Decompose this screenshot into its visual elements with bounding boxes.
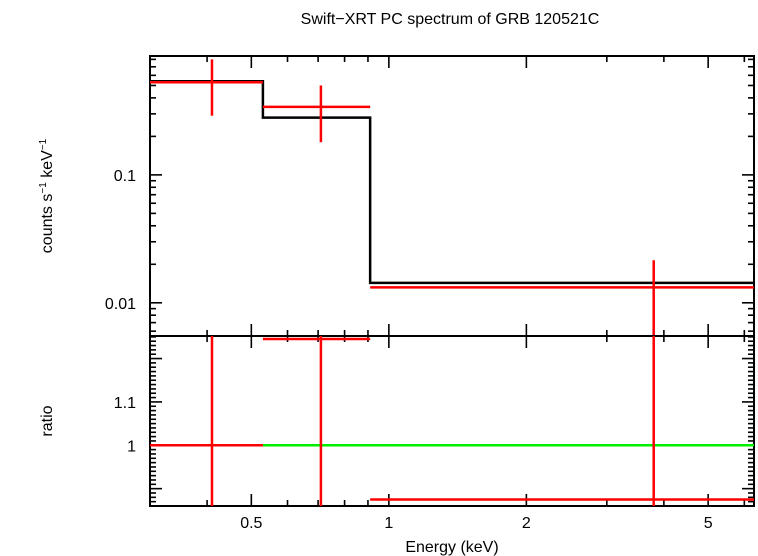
bottom-ylabel: ratio	[39, 405, 56, 436]
bottom-y-tick-label: 1	[127, 438, 136, 455]
bottom-y-tick-label: 1.1	[114, 395, 136, 412]
top-panel-ticks: 0.01 0.1	[105, 56, 754, 336]
bottom-panel: 11.1 ratio	[39, 335, 755, 507]
x-tick-label: 5	[704, 515, 713, 532]
model-step-path	[150, 79, 754, 285]
data-errorbars	[150, 59, 754, 336]
ylabel-part-2: keV	[39, 150, 56, 182]
top-y-tick-label: 0.1	[114, 168, 136, 185]
top-panel-frame	[149, 55, 755, 337]
x-tick-label: 0.5	[240, 515, 262, 532]
ylabel-exp-2: −1	[38, 138, 49, 150]
x-tick-labels: 0.5 1 2 5	[240, 515, 712, 532]
chart-title: Swift−XRT PC spectrum of GRB 120521C	[301, 11, 600, 28]
ratio-errorbars	[150, 336, 754, 506]
ylabel-exp-1: −1	[38, 182, 49, 194]
ylabel-part-1: counts s	[39, 194, 56, 254]
x-tick-label: 2	[522, 515, 531, 532]
top-panel: 0.010.1 counts s−1 keV−1	[38, 55, 755, 337]
x-tick-label: 1	[384, 515, 393, 532]
bottom-panel-ticks: 11.1	[114, 336, 754, 507]
bottom-panel-frame	[149, 335, 755, 507]
x-axis-label: Energy (keV)	[405, 539, 498, 556]
top-y-tick-label: 0.01	[105, 296, 136, 313]
top-ylabel: counts s−1 keV−1	[38, 138, 56, 253]
model-step-line	[150, 79, 754, 285]
